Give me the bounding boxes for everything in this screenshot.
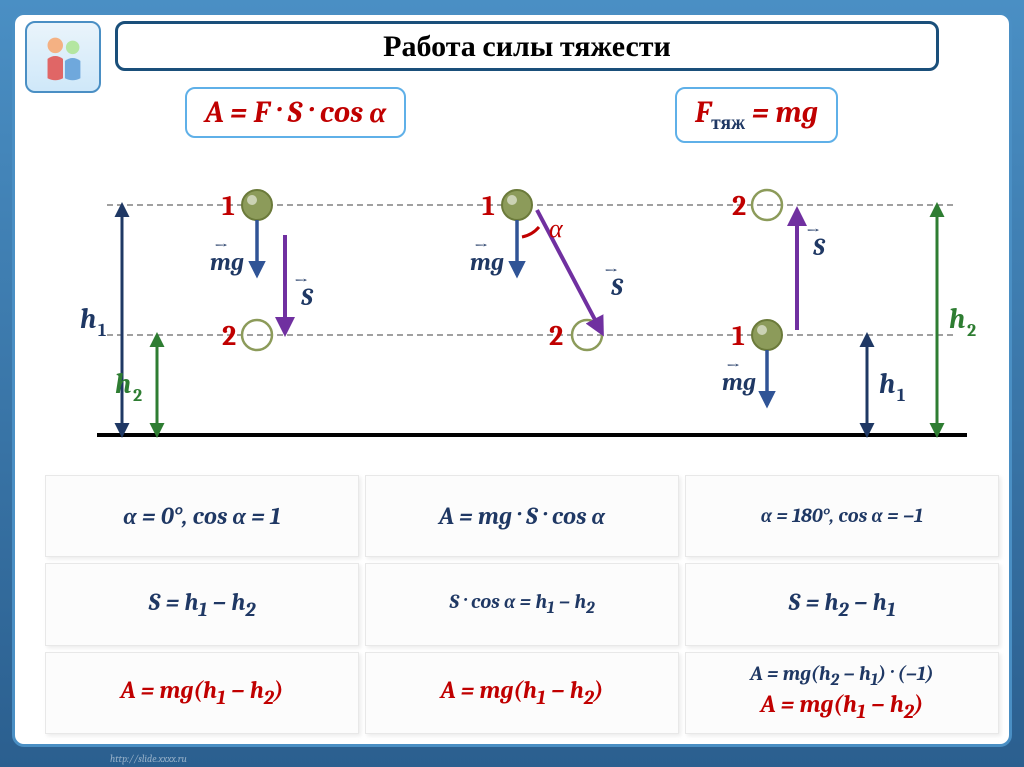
svg-text:S: S [610, 273, 624, 301]
formula-work-text: A = F · S · cos α [205, 95, 386, 130]
eq-r1c1: α = 0°, cos α = 1 [45, 475, 359, 557]
svg-text:S: S [812, 233, 826, 261]
svg-text:1: 1 [98, 320, 106, 341]
svg-text:h: h [949, 303, 965, 335]
svg-text:2: 2 [549, 320, 563, 352]
svg-text:h: h [879, 368, 895, 400]
svg-text:mg: mg [470, 248, 504, 276]
title-text: Работа силы тяжести [383, 29, 671, 64]
physics-diagram: h1h2h1h212→mg→S12→mg→Sα21→mg→S [45, 175, 979, 465]
eq-r3c1: A = mg(h1 − h2) [45, 652, 359, 734]
eq-r2c2: S · cos α = h1 − h2 [365, 563, 679, 645]
equation-grid: α = 0°, cos α = 1 A = mg · S · cos α α =… [45, 475, 999, 734]
svg-text:mg: mg [722, 368, 756, 396]
people-icon [25, 21, 101, 93]
eq-r2c3: S = h2 − h1 [685, 563, 999, 645]
svg-text:1: 1 [732, 320, 745, 352]
svg-text:2: 2 [133, 385, 142, 406]
svg-text:1: 1 [897, 385, 905, 406]
slide-frame: Работа силы тяжести A = F · S · cos α Fт… [12, 12, 1012, 747]
svg-text:α: α [549, 214, 564, 244]
eq-r2c1: S = h1 − h2 [45, 563, 359, 645]
svg-text:mg: mg [210, 248, 244, 276]
svg-text:h: h [115, 368, 131, 400]
svg-text:1: 1 [222, 190, 235, 222]
eq-r3c3: A = mg(h2 − h1) · (−1) A = mg(h1 − h2) [685, 652, 999, 734]
eq-r3c2: A = mg(h1 − h2) [365, 652, 679, 734]
eq-r1c2: A = mg · S · cos α [365, 475, 679, 557]
svg-text:2: 2 [222, 320, 236, 352]
svg-text:h: h [80, 303, 96, 335]
formula-work: A = F · S · cos α [185, 87, 406, 138]
footer-url: http://slide.xxxx.ru [110, 753, 187, 765]
svg-text:S: S [300, 283, 314, 311]
svg-text:2: 2 [732, 190, 746, 222]
slide-title: Работа силы тяжести [115, 21, 939, 71]
svg-text:1: 1 [482, 190, 495, 222]
formula-gravity-text: Fтяж = mg [695, 95, 818, 135]
formula-gravity: Fтяж = mg [675, 87, 838, 143]
svg-text:2: 2 [967, 320, 976, 341]
eq-r1c3: α = 180°, cos α = −1 [685, 475, 999, 557]
